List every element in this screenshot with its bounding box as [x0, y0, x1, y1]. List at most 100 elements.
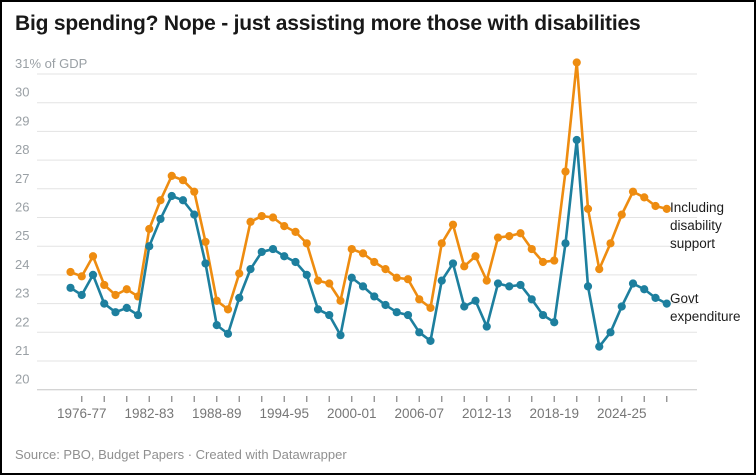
data-point-govt-expenditure[interactable]: [313, 305, 323, 314]
data-point-govt-expenditure[interactable]: [280, 252, 289, 261]
data-point-including-disability-support[interactable]: [268, 213, 278, 222]
data-point-govt-expenditure[interactable]: [448, 259, 458, 268]
data-point-including-disability-support[interactable]: [662, 204, 671, 213]
data-point-govt-expenditure[interactable]: [66, 283, 75, 292]
data-point-including-disability-support[interactable]: [201, 237, 210, 246]
data-point-govt-expenditure[interactable]: [381, 300, 390, 310]
data-point-including-disability-support[interactable]: [617, 210, 626, 219]
data-point-govt-expenditure[interactable]: [460, 302, 469, 311]
data-point-govt-expenditure[interactable]: [403, 310, 413, 320]
data-point-govt-expenditure[interactable]: [111, 308, 120, 317]
data-point-including-disability-support[interactable]: [437, 239, 446, 248]
data-point-govt-expenditure[interactable]: [595, 342, 604, 351]
data-point-govt-expenditure[interactable]: [347, 273, 356, 282]
data-point-govt-expenditure[interactable]: [257, 247, 266, 257]
data-point-including-disability-support[interactable]: [358, 249, 368, 258]
data-point-including-disability-support[interactable]: [325, 279, 334, 288]
data-point-govt-expenditure[interactable]: [583, 282, 593, 291]
data-point-govt-expenditure[interactable]: [437, 276, 446, 285]
data-point-including-disability-support[interactable]: [223, 305, 233, 314]
data-point-govt-expenditure[interactable]: [471, 296, 480, 305]
data-point-including-disability-support[interactable]: [122, 285, 131, 294]
data-point-including-disability-support[interactable]: [280, 222, 289, 231]
data-point-govt-expenditure[interactable]: [606, 328, 615, 337]
data-point-govt-expenditure[interactable]: [122, 303, 131, 313]
data-point-govt-expenditure[interactable]: [100, 299, 109, 308]
data-point-govt-expenditure[interactable]: [426, 336, 435, 346]
data-point-govt-expenditure[interactable]: [190, 210, 199, 219]
data-point-including-disability-support[interactable]: [302, 239, 311, 248]
data-point-including-disability-support[interactable]: [100, 280, 109, 290]
data-point-including-disability-support[interactable]: [482, 276, 491, 285]
data-point-including-disability-support[interactable]: [190, 187, 199, 196]
data-point-including-disability-support[interactable]: [291, 227, 300, 236]
data-point-including-disability-support[interactable]: [235, 269, 244, 278]
data-point-including-disability-support[interactable]: [583, 204, 593, 213]
data-point-govt-expenditure[interactable]: [212, 321, 221, 330]
data-point-including-disability-support[interactable]: [257, 211, 266, 221]
data-point-including-disability-support[interactable]: [595, 265, 604, 274]
data-point-including-disability-support[interactable]: [550, 256, 559, 265]
data-point-govt-expenditure[interactable]: [88, 270, 98, 279]
data-point-govt-expenditure[interactable]: [662, 299, 671, 308]
data-point-including-disability-support[interactable]: [336, 296, 345, 305]
data-point-including-disability-support[interactable]: [167, 171, 176, 180]
data-point-govt-expenditure[interactable]: [505, 282, 514, 291]
data-point-including-disability-support[interactable]: [651, 201, 660, 211]
data-point-govt-expenditure[interactable]: [550, 318, 559, 327]
data-point-including-disability-support[interactable]: [572, 58, 581, 67]
data-point-govt-expenditure[interactable]: [246, 265, 255, 274]
data-point-including-disability-support[interactable]: [471, 252, 480, 261]
data-point-govt-expenditure[interactable]: [77, 290, 86, 300]
data-point-govt-expenditure[interactable]: [538, 310, 548, 320]
data-point-including-disability-support[interactable]: [246, 217, 255, 226]
data-point-including-disability-support[interactable]: [77, 272, 86, 281]
data-point-including-disability-support[interactable]: [505, 232, 514, 241]
data-point-including-disability-support[interactable]: [426, 303, 435, 313]
data-point-govt-expenditure[interactable]: [482, 322, 491, 331]
data-point-including-disability-support[interactable]: [156, 196, 165, 205]
data-point-govt-expenditure[interactable]: [561, 239, 570, 248]
data-point-govt-expenditure[interactable]: [235, 293, 244, 302]
data-point-govt-expenditure[interactable]: [516, 280, 525, 290]
data-point-govt-expenditure[interactable]: [628, 279, 638, 288]
data-point-including-disability-support[interactable]: [538, 257, 548, 267]
data-point-including-disability-support[interactable]: [111, 290, 120, 300]
data-point-govt-expenditure[interactable]: [268, 244, 278, 254]
data-point-including-disability-support[interactable]: [606, 239, 615, 248]
data-point-including-disability-support[interactable]: [493, 233, 503, 242]
data-point-including-disability-support[interactable]: [516, 229, 525, 238]
data-point-including-disability-support[interactable]: [370, 257, 379, 267]
data-point-govt-expenditure[interactable]: [572, 135, 581, 145]
data-point-govt-expenditure[interactable]: [493, 279, 503, 288]
data-point-including-disability-support[interactable]: [313, 276, 323, 285]
data-point-including-disability-support[interactable]: [640, 193, 649, 202]
data-point-including-disability-support[interactable]: [460, 262, 469, 271]
data-point-govt-expenditure[interactable]: [167, 191, 176, 201]
data-point-govt-expenditure[interactable]: [640, 285, 649, 294]
data-point-govt-expenditure[interactable]: [651, 293, 660, 302]
data-point-including-disability-support[interactable]: [392, 273, 401, 282]
data-point-including-disability-support[interactable]: [527, 244, 536, 254]
data-point-including-disability-support[interactable]: [347, 244, 356, 254]
data-point-including-disability-support[interactable]: [88, 252, 98, 261]
data-point-govt-expenditure[interactable]: [291, 257, 300, 267]
data-point-govt-expenditure[interactable]: [325, 310, 334, 320]
data-point-including-disability-support[interactable]: [561, 167, 570, 176]
data-point-including-disability-support[interactable]: [448, 220, 458, 229]
data-point-govt-expenditure[interactable]: [370, 292, 379, 301]
data-point-including-disability-support[interactable]: [178, 176, 188, 185]
data-point-govt-expenditure[interactable]: [145, 242, 154, 251]
data-point-govt-expenditure[interactable]: [156, 214, 165, 224]
data-point-govt-expenditure[interactable]: [617, 302, 626, 311]
data-point-govt-expenditure[interactable]: [223, 329, 233, 338]
data-point-including-disability-support[interactable]: [145, 224, 154, 234]
data-point-govt-expenditure[interactable]: [415, 328, 424, 337]
data-point-govt-expenditure[interactable]: [527, 295, 536, 304]
data-point-including-disability-support[interactable]: [403, 275, 413, 284]
data-point-govt-expenditure[interactable]: [336, 331, 345, 340]
data-point-govt-expenditure[interactable]: [392, 308, 401, 317]
data-point-govt-expenditure[interactable]: [133, 310, 143, 320]
data-point-including-disability-support[interactable]: [628, 187, 638, 196]
data-point-govt-expenditure[interactable]: [178, 196, 188, 205]
